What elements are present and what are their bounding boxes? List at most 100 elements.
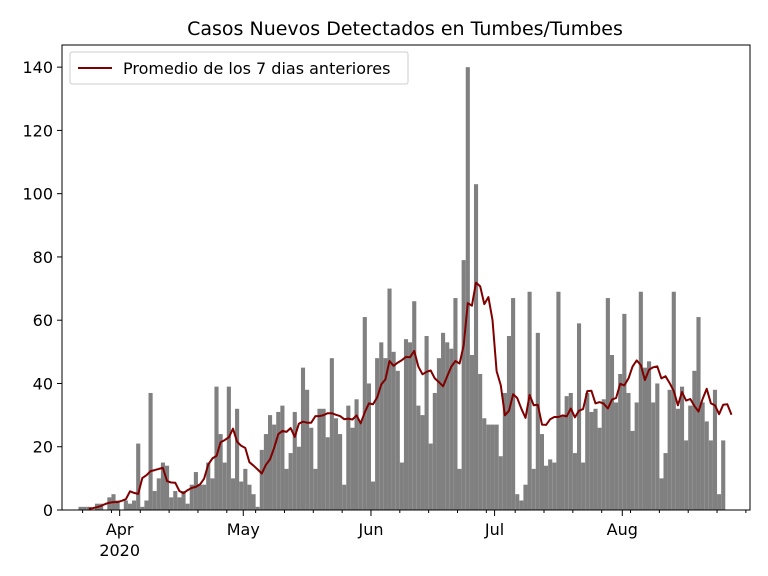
bar (329, 358, 334, 510)
bar (197, 484, 203, 510)
bar (436, 358, 442, 510)
bar (572, 453, 577, 510)
bar (614, 402, 619, 510)
bar (556, 291, 561, 510)
y-axis: 0 20 40 60 80 100 120 140 (22, 58, 62, 520)
bar (457, 468, 462, 510)
bar (700, 402, 705, 510)
bar (552, 462, 557, 510)
x-tick-label: Aug (607, 520, 638, 539)
legend-label: Promedio de los 7 dias anteriores (123, 59, 390, 78)
bar (235, 408, 240, 510)
bar (370, 481, 376, 510)
bar (432, 392, 437, 510)
x-axis: Apr 2020 May Jun Jul Aug (82, 510, 747, 560)
bar (317, 408, 322, 510)
bar (704, 421, 709, 510)
bar (321, 408, 326, 510)
bar (473, 184, 479, 511)
bar (160, 462, 165, 510)
bar (214, 386, 219, 510)
y-tick-label: 40 (33, 374, 53, 393)
bar (152, 491, 157, 510)
bar (226, 386, 231, 510)
bar (663, 453, 668, 510)
bar (383, 358, 388, 510)
bar (222, 462, 227, 510)
bar (210, 478, 215, 510)
bar (144, 500, 149, 510)
bar (206, 462, 211, 510)
bar (675, 408, 680, 510)
legend-box (69, 51, 409, 85)
bar (296, 446, 301, 510)
bar (387, 288, 392, 510)
bar (412, 301, 417, 510)
bar (259, 449, 264, 510)
bar (589, 411, 594, 510)
bar (515, 494, 520, 510)
bar (638, 291, 643, 510)
bar (688, 405, 693, 510)
bar (576, 323, 582, 510)
y-tick-label: 140 (22, 58, 53, 77)
bar (280, 405, 285, 510)
bar (173, 491, 178, 510)
bar (511, 298, 516, 510)
bar (325, 437, 330, 510)
bar (679, 386, 685, 510)
bar (177, 497, 182, 510)
bar (453, 298, 458, 510)
bar (395, 370, 400, 510)
bar (634, 402, 639, 510)
bar (465, 67, 470, 511)
bar (181, 491, 186, 510)
bar (193, 472, 198, 510)
bar (350, 427, 355, 510)
bar (494, 424, 499, 510)
bar (441, 332, 446, 510)
bar (354, 399, 359, 510)
bar (239, 481, 244, 510)
x-tick-label: Apr (106, 520, 134, 539)
bar (539, 434, 545, 510)
bar (288, 453, 293, 510)
bar (218, 434, 223, 510)
bar (132, 500, 137, 510)
bar (659, 478, 664, 510)
bar (721, 440, 726, 510)
bar (585, 392, 590, 510)
bar (581, 462, 586, 510)
bar (469, 355, 474, 510)
bar (560, 415, 565, 510)
y-tick-label: 120 (22, 121, 53, 140)
bar (428, 443, 433, 510)
bar (609, 355, 615, 510)
bar (399, 462, 404, 510)
bar (605, 298, 610, 510)
bar (169, 497, 174, 510)
bar (243, 468, 248, 510)
bar (358, 421, 363, 510)
bar (379, 342, 384, 510)
bar (626, 392, 631, 510)
x-tick-label: Jun (357, 520, 383, 539)
bar (284, 468, 289, 510)
bar (140, 506, 145, 510)
bar (408, 342, 413, 510)
bar (313, 468, 318, 510)
bar (535, 332, 540, 510)
bar (391, 351, 396, 510)
y-tick-label: 20 (33, 438, 53, 457)
bar (544, 465, 549, 510)
bar (506, 336, 512, 510)
bar (255, 506, 260, 510)
bar (548, 459, 553, 510)
bar (593, 408, 598, 510)
bar (136, 443, 141, 510)
bar (651, 402, 656, 510)
y-tick-label: 0 (43, 501, 53, 520)
bar (461, 260, 466, 510)
bar (531, 468, 536, 510)
